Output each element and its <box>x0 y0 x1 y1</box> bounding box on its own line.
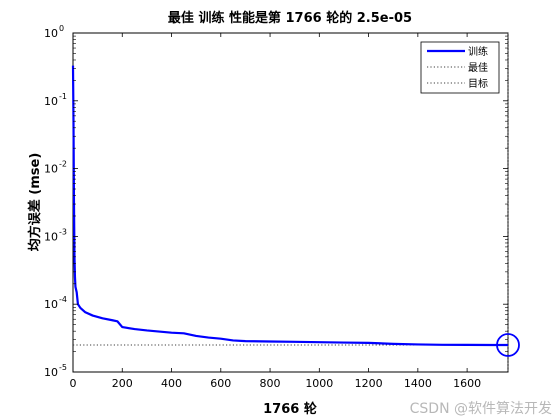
x-tick-label: 400 <box>161 377 182 390</box>
y-tick-exponent: -5 <box>59 363 67 372</box>
best-point-marker <box>496 333 520 357</box>
y-tick-exponent: -4 <box>59 295 67 304</box>
y-tick-label: 10 <box>44 230 58 243</box>
y-tick-label: 10 <box>44 27 58 40</box>
legend-label-best: 最佳 <box>468 61 488 74</box>
plot-layer <box>71 33 520 372</box>
x-tick-label: 1400 <box>404 377 432 390</box>
y-tick-exponent: -1 <box>59 92 67 101</box>
x-tick-label: 800 <box>260 377 281 390</box>
legend-label-goal: 目标 <box>468 78 488 90</box>
legend: 训练 最佳 目标 <box>420 41 500 94</box>
legend-label-train: 训练 <box>468 45 488 58</box>
x-tick-label: 200 <box>112 377 133 390</box>
y-axis-label: 均方误差 (mse) <box>27 153 43 252</box>
x-tick-label: 600 <box>210 377 231 390</box>
x-axis-label: 1766 轮 <box>263 401 317 417</box>
x-tick-label: 1000 <box>305 377 333 390</box>
x-tick-label: 1200 <box>355 377 383 390</box>
training-curve <box>71 65 508 347</box>
y-tick-exponent: -3 <box>59 227 67 236</box>
x-tick-label: 0 <box>70 377 77 390</box>
watermark: CSDN @软件算法开发 <box>410 401 552 417</box>
y-tick-exponent: 0 <box>59 24 64 33</box>
y-tick-label: 10 <box>44 298 58 311</box>
chart-title: 最佳 训练 性能是第 1766 轮的 2.5e-05 <box>168 10 412 26</box>
y-tick-label: 10 <box>44 366 58 379</box>
y-tick-exponent: -2 <box>59 160 67 169</box>
x-tick-label: 1600 <box>453 377 481 390</box>
y-tick-label: 10 <box>44 163 58 176</box>
y-tick-label: 10 <box>44 95 58 108</box>
